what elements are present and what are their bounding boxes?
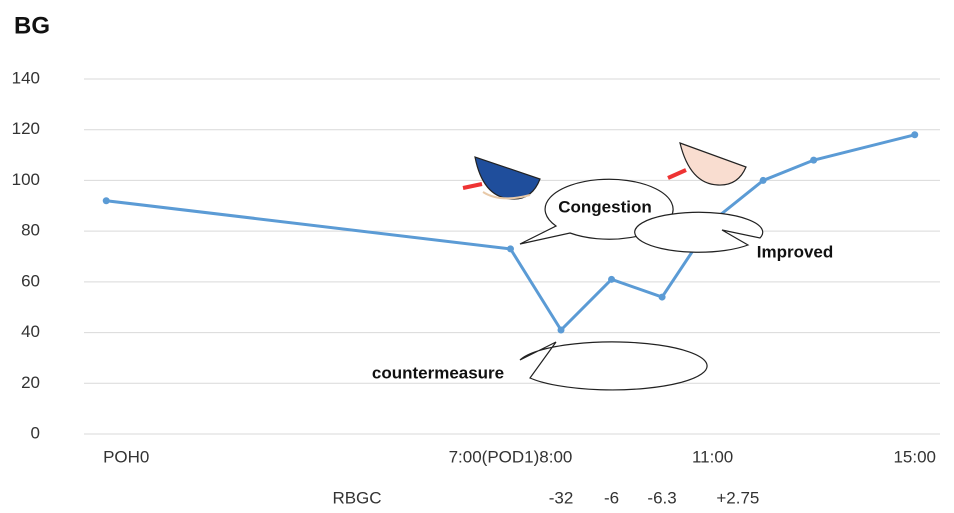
y-tick-label: 100	[12, 170, 40, 189]
red-marker	[667, 168, 687, 180]
data-point	[506, 245, 514, 253]
rbgc-value: -6.3	[647, 488, 676, 507]
data-point	[608, 275, 616, 283]
callout-bubble	[519, 341, 708, 391]
y-tick-label: 60	[21, 271, 40, 290]
rbgc-value: -6	[604, 488, 619, 507]
data-point	[102, 197, 110, 205]
data-point	[759, 176, 767, 184]
callout-bubble	[519, 178, 674, 245]
rbgc-label: RBGC	[332, 488, 381, 507]
y-tick-label: 80	[21, 221, 40, 240]
rbgc-value: +2.75	[716, 488, 759, 507]
data-point	[911, 131, 919, 139]
callout-text: countermeasure	[372, 363, 504, 382]
red-marker	[462, 182, 483, 190]
callout-text: Improved	[757, 242, 834, 261]
callout-text: Congestion	[558, 197, 652, 216]
y-tick-label: 120	[12, 119, 40, 138]
rbgc-value: -32	[549, 488, 574, 507]
x-tick-label: 7:00(POD1)8:00	[449, 447, 573, 466]
y-tick-label: 40	[21, 322, 40, 341]
data-line	[106, 133, 916, 333]
x-tick-label: POH0	[103, 447, 149, 466]
icons	[462, 142, 747, 200]
callout-bubble	[634, 211, 764, 253]
y-tick-label: 20	[21, 373, 40, 392]
bowl-icon	[679, 142, 747, 186]
data-point	[658, 293, 666, 301]
x-tick-label: 15:00	[893, 447, 936, 466]
data-point	[557, 326, 565, 334]
x-tick-label: 11:00	[692, 447, 733, 466]
bowl-rim	[482, 191, 531, 200]
y-tick-label: 140	[12, 68, 40, 87]
chart-title: BG	[14, 12, 50, 39]
y-tick-label: 0	[31, 423, 40, 442]
data-point	[810, 156, 818, 164]
